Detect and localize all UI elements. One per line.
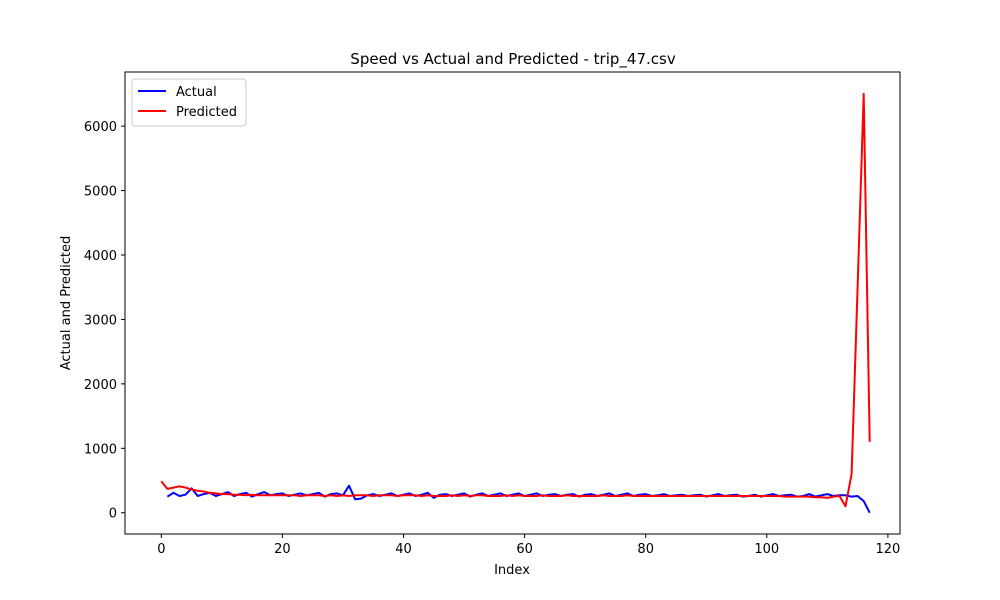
x-tick-label: 80 <box>637 542 654 557</box>
plot-area <box>125 72 900 534</box>
x-axis: 0 20 40 60 80 100 120 <box>157 534 900 557</box>
legend: Actual Predicted <box>131 78 247 127</box>
plot-border <box>124 71 901 535</box>
chart-title: Speed vs Actual and Predicted - trip_47.… <box>350 50 676 69</box>
y-tick-label: 1000 <box>84 442 117 457</box>
y-tick-label: 5000 <box>84 185 117 200</box>
y-tick-label: 0 <box>109 507 117 522</box>
y-axis: 0 1000 2000 3000 4000 5000 6000 <box>84 120 125 522</box>
y-tick-label: 6000 <box>84 120 117 135</box>
legend-label-predicted: Predicted <box>176 105 237 120</box>
legend-label-actual: Actual <box>176 85 217 100</box>
y-axis-label: Actual and Predicted <box>59 236 74 370</box>
x-tick-label: 40 <box>395 542 412 557</box>
y-tick-label: 4000 <box>84 249 117 264</box>
x-tick-label: 20 <box>274 542 291 557</box>
series-layer <box>160 92 871 514</box>
x-tick-label: 120 <box>875 542 900 557</box>
x-axis-label: Index <box>494 563 530 578</box>
series-line-predicted <box>160 92 871 508</box>
x-tick-label: 0 <box>157 542 165 557</box>
plot-frame <box>125 72 900 534</box>
x-tick-label: 100 <box>754 542 779 557</box>
y-tick-label: 3000 <box>84 313 117 328</box>
x-tick-label: 60 <box>516 542 533 557</box>
y-tick-label: 2000 <box>84 378 117 393</box>
